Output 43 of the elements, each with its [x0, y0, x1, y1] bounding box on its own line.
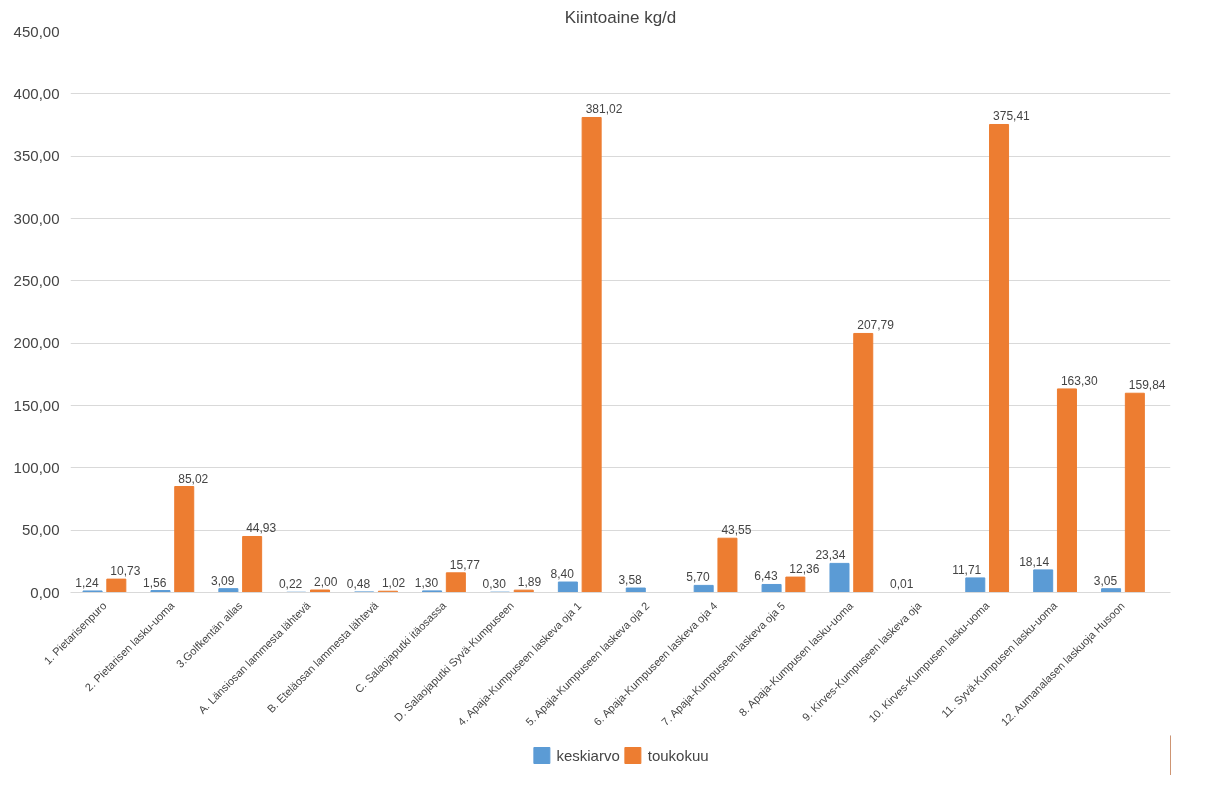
data-label: 1,24 [75, 575, 99, 590]
data-label: 10,73 [110, 564, 141, 579]
y-tick-label: 400,00 [13, 84, 60, 102]
data-label: 85,02 [178, 471, 209, 486]
data-label: 0,22 [278, 577, 303, 592]
y-tick-label: 150,00 [13, 396, 60, 414]
y-tick-label: 200,00 [13, 334, 60, 352]
data-label: 163,30 [1060, 373, 1098, 388]
data-label: 5,70 [686, 570, 711, 585]
y-tick-label: 300,00 [13, 209, 60, 227]
data-label: 159,84 [1128, 378, 1166, 393]
y-tick-label: 450,00 [13, 22, 60, 40]
data-label: 381,02 [585, 102, 623, 117]
data-label: 12,36 [789, 562, 820, 577]
data-label: 375,41 [993, 109, 1031, 124]
data-label: 43,55 [721, 523, 752, 538]
data-label: 0,30 [482, 577, 507, 592]
data-label: 0,48 [346, 576, 371, 591]
legend-label: keskiarvo [556, 746, 620, 764]
data-label: 18,14 [1019, 554, 1050, 569]
data-label: 0,01 [890, 577, 914, 592]
data-label: 207,79 [857, 318, 895, 333]
y-tick-label: 250,00 [13, 271, 60, 289]
data-label: 3,09 [211, 573, 235, 588]
data-label: 3,05 [1093, 573, 1118, 588]
data-label: 44,93 [246, 521, 277, 536]
data-label: 8,40 [550, 567, 575, 582]
data-label: 15,77 [449, 557, 481, 572]
data-label: 3,58 [618, 573, 643, 588]
data-label: 1,30 [414, 575, 439, 590]
y-tick-label: 100,00 [13, 458, 60, 476]
legend-label: toukokuu [647, 746, 709, 764]
data-label: 1,89 [517, 575, 542, 590]
y-tick-label: 350,00 [13, 147, 60, 165]
data-label: 2,00 [314, 575, 338, 590]
data-label: 1,02 [381, 576, 406, 591]
data-label: 23,34 [815, 548, 846, 563]
data-label: 11,71 [952, 562, 982, 577]
data-label: 1,56 [143, 575, 167, 590]
y-tick-label: 0,00 [30, 583, 60, 601]
y-tick-label: 50,00 [21, 521, 60, 539]
chart-title: Kiintoaine kg/d [564, 7, 677, 27]
data-label: 6,43 [754, 569, 778, 584]
